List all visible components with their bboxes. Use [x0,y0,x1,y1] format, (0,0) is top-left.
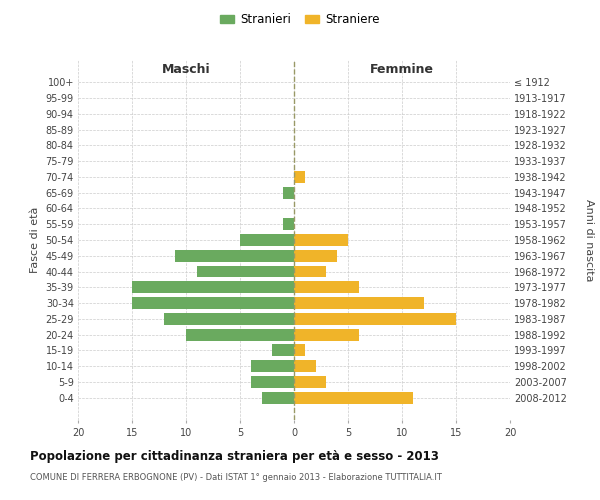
Bar [294,328,359,340]
Bar [132,282,294,293]
Bar [294,250,337,262]
Y-axis label: Fasce di età: Fasce di età [30,207,40,273]
Bar [294,313,456,325]
Bar [251,376,294,388]
Bar [272,344,294,356]
Bar [197,266,294,278]
Bar [294,376,326,388]
Bar [175,250,294,262]
Bar [283,187,294,198]
Bar [294,171,305,183]
Text: Maschi: Maschi [161,63,211,76]
Bar [294,297,424,309]
Bar [251,360,294,372]
Y-axis label: Anni di nascita: Anni di nascita [584,198,594,281]
Legend: Stranieri, Straniere: Stranieri, Straniere [215,8,385,31]
Bar [186,328,294,340]
Text: Femmine: Femmine [370,63,434,76]
Text: Popolazione per cittadinanza straniera per età e sesso - 2013: Popolazione per cittadinanza straniera p… [30,450,439,463]
Bar [132,297,294,309]
Bar [294,266,326,278]
Bar [294,360,316,372]
Bar [262,392,294,404]
Bar [164,313,294,325]
Bar [294,282,359,293]
Bar [240,234,294,246]
Text: COMUNE DI FERRERA ERBOGNONE (PV) - Dati ISTAT 1° gennaio 2013 - Elaborazione TUT: COMUNE DI FERRERA ERBOGNONE (PV) - Dati … [30,472,442,482]
Bar [294,234,348,246]
Bar [283,218,294,230]
Bar [294,344,305,356]
Bar [294,392,413,404]
